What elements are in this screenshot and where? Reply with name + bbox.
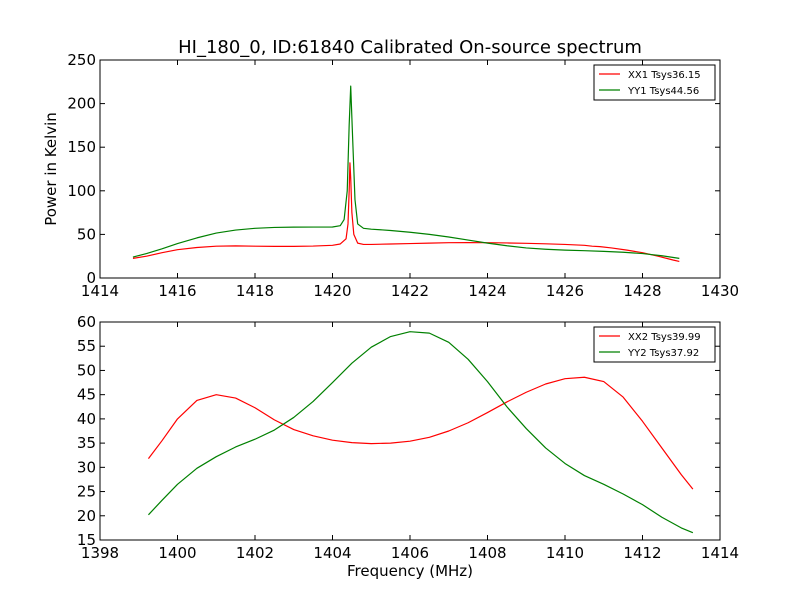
y-axis-label: Power in Kelvin	[42, 112, 60, 226]
legend-label: YY1 Tsys44.56	[627, 86, 699, 97]
y-tick-label: 20	[77, 507, 96, 525]
legend-label: YY2 Tsys37.92	[627, 348, 699, 359]
x-tick-label: 1422	[391, 282, 429, 300]
series-line-2	[132, 85, 680, 259]
x-tick-label: 1398	[81, 544, 119, 562]
legend: XX1 Tsys36.15 YY1 Tsys44.56	[593, 64, 716, 101]
x-tick-label: 1424	[468, 282, 506, 300]
chart-panel-1: 1414 1416 1418 1420 1422 1424 1426 1428 1430 0 50 1…	[42, 51, 739, 300]
chart-panel-2: 1398 1400 1402 1404 1406 1408 1410 1412 1414 15 20…	[77, 313, 739, 580]
x-tick-label: 1416	[158, 282, 196, 300]
x-tick-label: 1412	[623, 544, 661, 562]
y-tick-label: 40	[77, 410, 96, 428]
figure-title: HI_180_0, ID:61840 Calibrated On-source …	[178, 37, 642, 58]
x-tick-label: 1428	[623, 282, 661, 300]
legend-box	[593, 326, 716, 363]
y-tick-label: 200	[67, 95, 96, 113]
legend-box	[593, 64, 716, 101]
y-tick-label: 30	[77, 458, 96, 476]
y-tick-label: 50	[77, 361, 96, 379]
x-tick-label: 1414	[701, 544, 739, 562]
x-tick-label: 1400	[158, 544, 196, 562]
x-tick-label: 1404	[313, 544, 351, 562]
y-tick-label: 35	[77, 434, 96, 452]
x-tick-label: 1408	[468, 544, 506, 562]
y-tick-label: 25	[77, 483, 96, 501]
x-tick-label: 1426	[546, 282, 584, 300]
series-line-2	[148, 331, 694, 534]
x-axis-label: Frequency (MHz)	[347, 562, 473, 580]
y-tick-label: 150	[67, 138, 96, 156]
y-tick-label: 15	[77, 531, 96, 549]
legend: XX2 Tsys39.99 YY2 Tsys37.92	[593, 326, 716, 363]
y-tick-label: 0	[86, 269, 96, 287]
x-tick-label: 1420	[313, 282, 351, 300]
series-line-1	[147, 376, 694, 490]
x-tick-label: 1418	[236, 282, 274, 300]
x-tick-label: 1410	[546, 544, 584, 562]
y-tick-label: 60	[77, 313, 96, 331]
charts-container: 1414 1416 1418 1420 1422 1424 1426 1428 14300501…	[42, 51, 739, 580]
y-tick-label: 100	[67, 182, 96, 200]
y-tick-label: 55	[77, 337, 96, 355]
series-line-1	[132, 162, 680, 263]
x-tick-label: 1406	[391, 544, 429, 562]
y-tick-label: 250	[67, 51, 96, 69]
y-tick-label: 50	[77, 225, 96, 243]
x-tick-label: 1414	[81, 282, 119, 300]
y-tick-label: 45	[77, 386, 96, 404]
legend-label: XX2 Tsys39.99	[628, 332, 701, 343]
x-tick-label: 1430	[701, 282, 739, 300]
x-tick-label: 1402	[236, 544, 274, 562]
legend-label: XX1 Tsys36.15	[628, 70, 701, 81]
